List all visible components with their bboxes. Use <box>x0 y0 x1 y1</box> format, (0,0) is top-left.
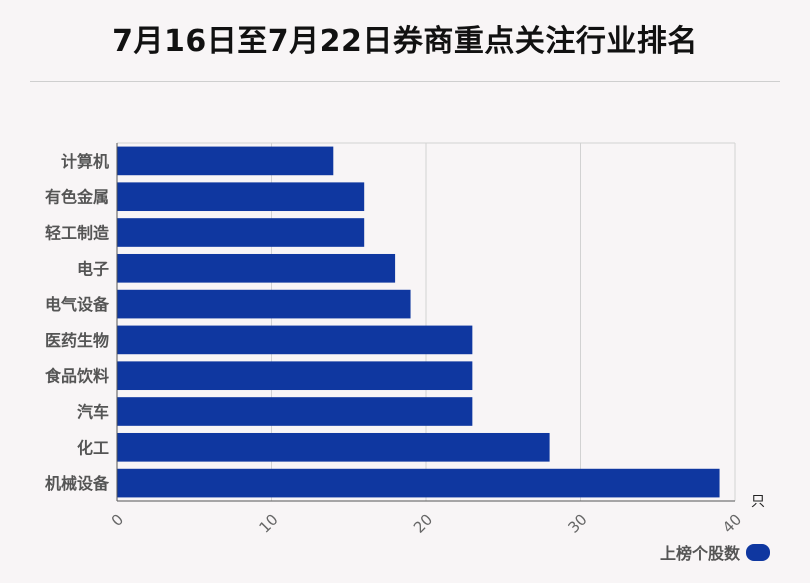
bar-8 <box>117 432 550 462</box>
x-tick-label-30: 30 <box>565 511 591 537</box>
bar-0 <box>117 146 334 176</box>
legend-label: 上榜个股数 <box>659 544 740 563</box>
x-tick-label-40: 40 <box>719 511 745 537</box>
chart-title: 7月16日至7月22日券商重点关注行业排名 <box>112 24 698 59</box>
x-tick-label-20: 20 <box>410 511 436 537</box>
category-label-0: 计算机 <box>61 152 109 171</box>
legend-swatch <box>746 543 770 561</box>
bar-4 <box>117 289 411 319</box>
bar-6 <box>117 361 473 391</box>
category-label-9: 机械设备 <box>45 474 110 493</box>
x-axis-unit-label: 只 <box>751 494 765 510</box>
category-label-8: 化工 <box>77 438 109 457</box>
x-tick-label-0: 0 <box>108 511 127 530</box>
category-label-4: 电气设备 <box>45 295 110 314</box>
bar-3 <box>117 253 396 283</box>
bar-9 <box>117 468 720 498</box>
category-label-2: 轻工制造 <box>45 224 110 243</box>
x-tick-label-10: 10 <box>256 511 282 537</box>
category-label-5: 医药生物 <box>45 331 109 350</box>
title-divider <box>30 81 780 82</box>
category-label-3: 电子 <box>77 259 109 278</box>
bar-5 <box>117 325 473 355</box>
legend: 上榜个股数 <box>660 540 770 564</box>
bar-7 <box>117 397 473 426</box>
bar-1 <box>117 182 365 212</box>
category-label-6: 食品饮料 <box>44 367 109 386</box>
category-label-1: 有色金属 <box>45 188 109 207</box>
category-label-7: 汽车 <box>77 403 109 422</box>
bar-2 <box>117 218 365 247</box>
